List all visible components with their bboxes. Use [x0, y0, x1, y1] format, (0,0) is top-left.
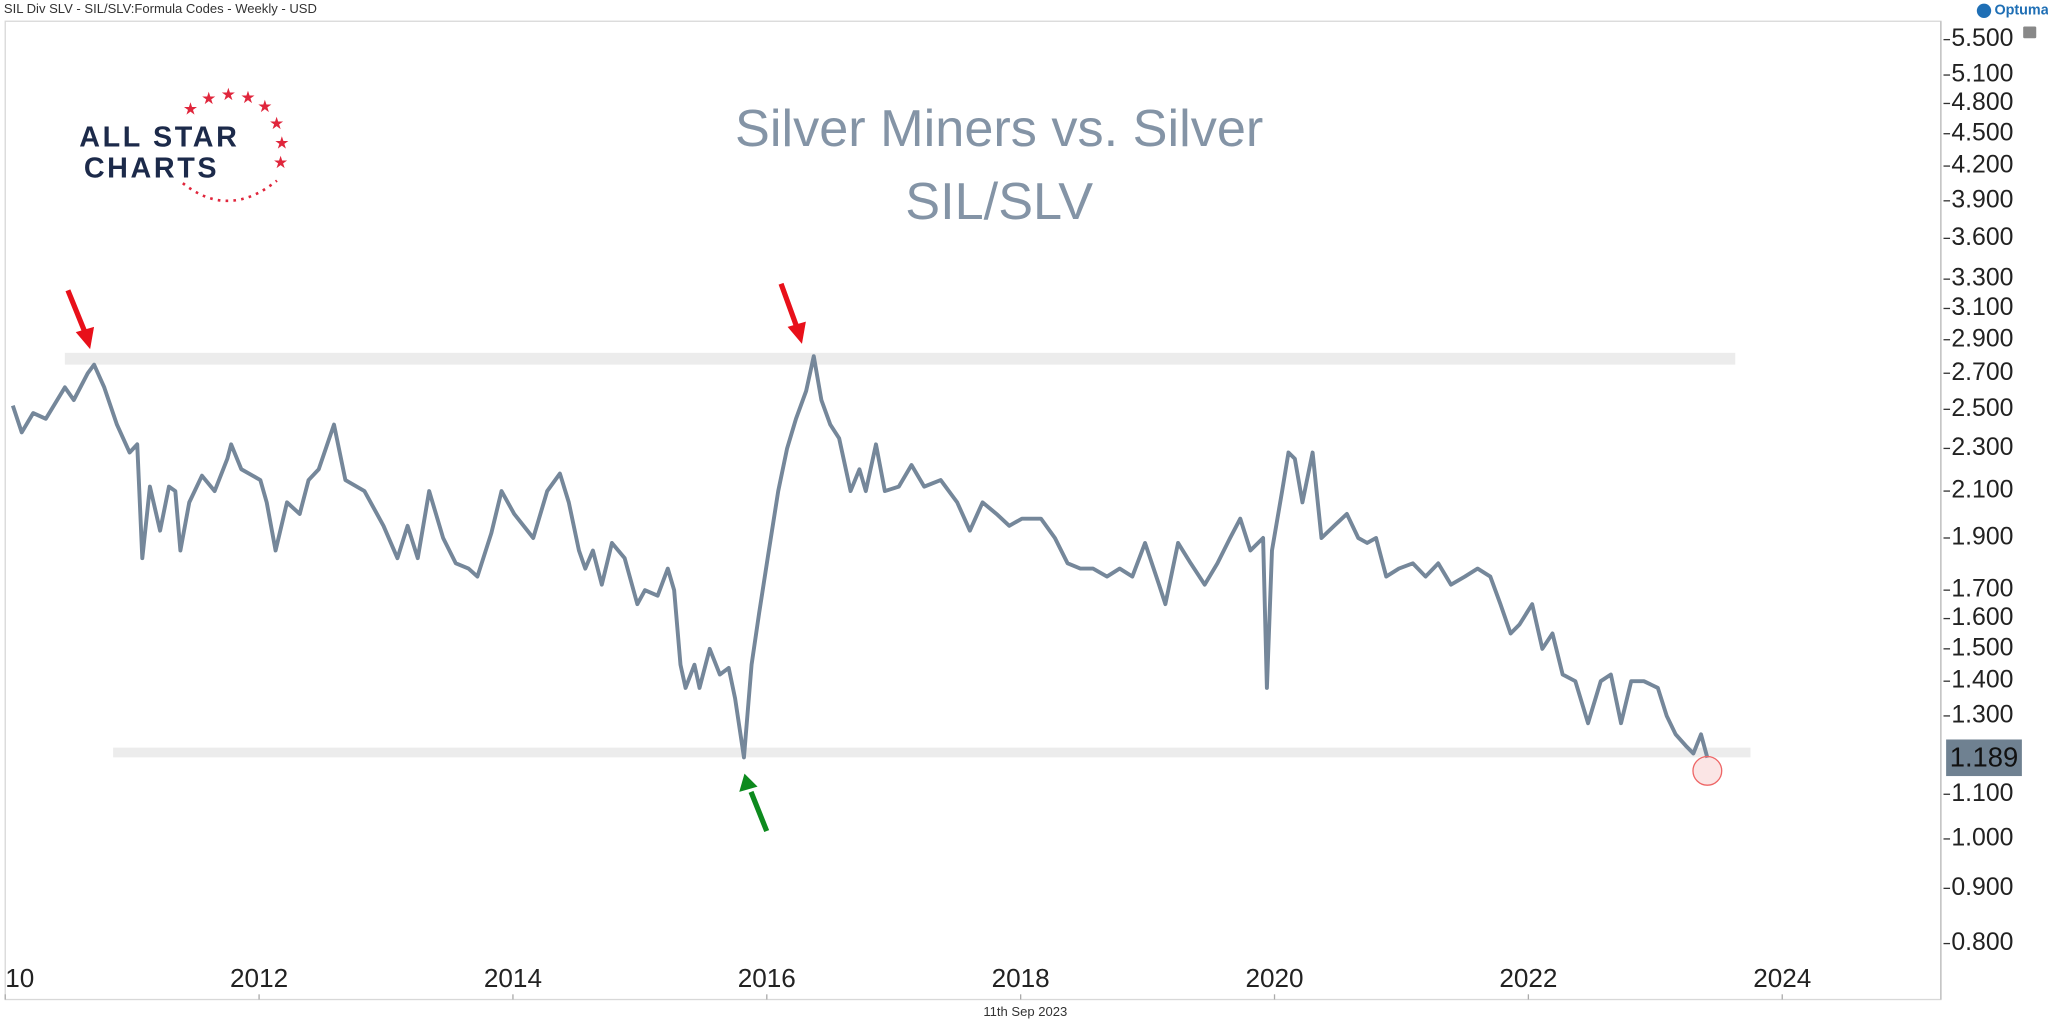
footer-date: 11th Sep 2023 [983, 1004, 1067, 1019]
logo-star: ★ [257, 97, 272, 116]
arrow-head [75, 326, 95, 350]
y-tick-label: 2.300 [1951, 434, 2013, 461]
x-tick-label: 2014 [484, 963, 542, 993]
x-tick-label: 2012 [230, 963, 288, 993]
y-tick-label: 3.900 [1951, 186, 2013, 213]
arrow-shaft [748, 790, 770, 833]
y-tick-label: 0.900 [1951, 874, 2013, 901]
y-tick-label: 2.900 [1951, 325, 2013, 352]
arrow-shaft [65, 289, 88, 334]
annotation-arrows [65, 282, 806, 833]
y-tick-label: 4.800 [1951, 89, 2013, 116]
brand-name: Optuma [1994, 3, 2048, 19]
y-tick-label: 3.100 [1951, 294, 2013, 321]
last-price-label: 1.189 [1950, 741, 2019, 772]
brand-icon [1976, 3, 1992, 18]
x-tick-label: 2018 [992, 963, 1050, 993]
level-band [113, 747, 1751, 758]
lock-icon [2023, 26, 2037, 39]
series-line [10, 354, 1710, 760]
y-tick-label: 1.600 [1951, 604, 2013, 631]
y-tick-label: 3.600 [1951, 224, 2013, 251]
level-band [64, 352, 1736, 365]
y-tick-label: 1.500 [1951, 634, 2013, 661]
last-price-box [1946, 739, 2022, 777]
chart-subtitle: SIL/SLV [905, 173, 1093, 231]
y-tick-label: 1.000 [1951, 824, 2013, 851]
logo-line1: ALL STAR [79, 121, 239, 153]
logo-star: ★ [269, 114, 284, 133]
y-tick-label: 5.500 [1951, 25, 2013, 52]
x-tick-label: 10 [5, 963, 34, 993]
logo-star: ★ [201, 89, 216, 108]
arrow-head [787, 321, 806, 344]
logo-stars: ★ ★ ★ ★ ★ ★ ★ ★ [183, 85, 290, 172]
logo-line2: CHARTS [84, 153, 219, 185]
x-tick-label: 2024 [1753, 963, 1811, 993]
y-tick-label: 2.500 [1951, 395, 2013, 422]
y-tick-label: 2.100 [1951, 477, 2013, 504]
logo-star: ★ [273, 153, 288, 172]
x-tick-label: 2016 [738, 963, 796, 993]
logo: ALL STAR CHARTS ★ ★ ★ ★ ★ ★ ★ ★ [79, 85, 290, 203]
y-tick-label: 4.200 [1951, 152, 2013, 179]
arrow-head [739, 773, 758, 792]
logo-star: ★ [240, 88, 255, 107]
y-tick-label: 4.500 [1951, 119, 2013, 146]
y-tick-label: 1.900 [1951, 524, 2013, 551]
brand: Optuma [1976, 3, 2048, 39]
last-point-ring [1692, 755, 1723, 786]
header-caption: SIL Div SLV - SIL/SLV:Formula Codes - We… [4, 1, 317, 16]
y-tick-label: 3.300 [1951, 265, 2013, 292]
y-tick-label: 1.300 [1951, 701, 2013, 728]
arrow-shaft [778, 282, 800, 328]
y-tick-label: 1.100 [1951, 780, 2013, 807]
x-tick-label: 2022 [1499, 963, 1557, 993]
logo-star: ★ [221, 85, 236, 104]
y-tick-label: 1.700 [1951, 576, 2013, 603]
x-tick-label: 2020 [1245, 963, 1303, 993]
chart-title: Silver Miners vs. Silver [735, 100, 1263, 158]
y-tick-label: 0.800 [1951, 929, 2013, 956]
y-tick-label: 5.100 [1951, 61, 2013, 88]
y-tick-label: 2.700 [1951, 359, 2013, 386]
logo-star: ★ [183, 100, 198, 119]
y-tick-label: 1.400 [1951, 667, 2013, 694]
logo-star: ★ [274, 134, 289, 153]
